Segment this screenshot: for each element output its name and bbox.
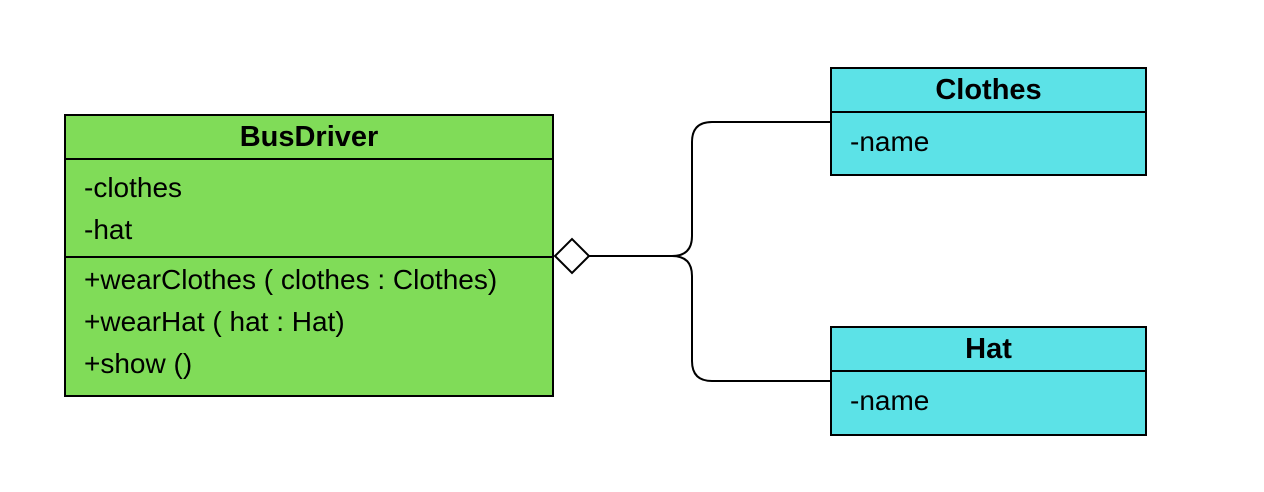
attribute-hat: -hat: [84, 214, 133, 245]
class-name-clothes: Clothes: [832, 69, 1145, 113]
operation-wear-hat: +wearHat ( hat : Hat): [84, 306, 345, 337]
attributes-section-busdriver: -clothes -hat: [66, 160, 552, 258]
operation-show: +show (): [84, 348, 193, 379]
aggregation-diamond: [553, 237, 591, 275]
aggregation-edge-hat: [589, 255, 830, 382]
operations-section-busdriver: +wearClothes ( clothes : Clothes) +wearH…: [66, 258, 552, 385]
operation-wear-clothes: +wearClothes ( clothes : Clothes): [84, 264, 498, 295]
class-busdriver[interactable]: BusDriver -clothes -hat +wearClothes ( c…: [64, 114, 554, 397]
attribute-name: -name: [850, 126, 930, 157]
attribute-name: -name: [850, 385, 930, 416]
attributes-section-hat: -name: [832, 372, 1145, 422]
class-name-busdriver: BusDriver: [66, 116, 552, 160]
attribute-clothes: -clothes: [84, 172, 183, 203]
class-hat[interactable]: Hat -name: [830, 326, 1147, 436]
class-clothes[interactable]: Clothes -name: [830, 67, 1147, 176]
class-name-hat: Hat: [832, 328, 1145, 372]
attributes-section-clothes: -name: [832, 113, 1145, 163]
aggregation-edge-clothes: [589, 121, 830, 257]
